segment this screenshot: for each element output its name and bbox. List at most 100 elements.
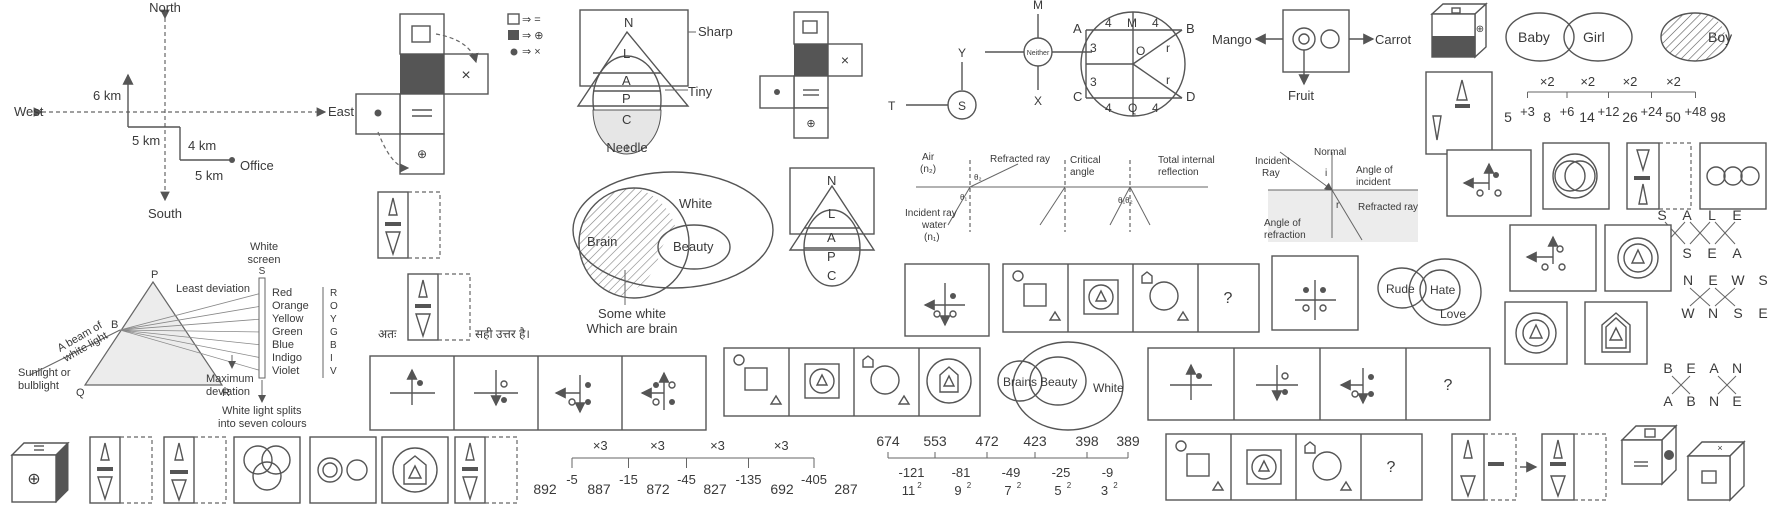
air-label: (n₂) [920,164,936,175]
arrow-sequence-row-2 [369,355,707,431]
venn-baby-girl-boy: Baby Girl Boy [1505,12,1732,62]
bean-word-cross: B E A NA B N E [1663,360,1742,409]
incident-label: Incident ray [905,208,957,219]
tiny-label: Tiny [688,84,713,99]
series-square: 3 [1101,483,1108,498]
angle-label: incident [1356,177,1391,188]
splits-label: White light splits [222,405,302,417]
series-multiplier: ×3 [774,438,789,453]
word-letter: N [1709,393,1719,409]
boy-label: Boy [1708,29,1732,45]
svg-text:⊕: ⊕ [27,471,40,488]
girl-label: Girl [1583,29,1605,45]
mirror-figure-4 [1626,142,1692,210]
max-deviation-label: deviation [206,386,250,398]
series-term: 872 [646,481,670,497]
venn-brains-beauty-white: Brains Beauty White [997,341,1124,431]
sharp-label: Sharp [698,24,733,39]
series-diff: -5 [566,472,578,487]
exponent: 2 [967,481,972,490]
cube-3d-top: ⊕ [1430,2,1488,59]
south-label: South [148,206,182,221]
grid-label: 4 [1152,101,1159,115]
series-term: 398 [1075,433,1099,449]
legend-text: ⇒ × [522,46,541,58]
question-mark: ? [1444,377,1453,394]
number-series-2: 892 887 872 827 692 287 -5 -15 -45 -135 -405 ×3 ×3 ×3… [533,438,858,497]
series-square: 9 [954,483,961,498]
distance-label: 6 km [93,88,121,103]
set-label: P [622,91,631,106]
screen-label: screen [247,254,280,266]
word-letter: S [1682,245,1691,261]
svg-text:×: × [841,52,849,68]
colour-name: Blue [272,339,294,351]
normal-label: Normal [1314,147,1346,158]
legend-text: ⇒ ⊕ [522,30,544,42]
series-term: 8 [1543,109,1551,125]
tir-label: reflection [1158,167,1199,178]
word-letter: S [1733,305,1742,321]
set-label: C [827,268,836,283]
prism-dispersion-diagram: P Q R B S White screen Least deviation A… [18,241,338,430]
word-letter: B [1663,360,1672,376]
caption: Some white [598,306,666,321]
west-label: West [14,104,44,119]
cube-3d-bottom-left: ⊕ [10,441,70,504]
grid-label: O [1136,44,1145,58]
theta-label: θ₂ [974,173,982,182]
svg-text:×: × [461,67,470,84]
concentric-house-figure [381,436,449,504]
set-label: C [622,112,631,127]
series-term: 14 [1579,109,1595,125]
brain-label: Brain [587,234,617,249]
exponent: 2 [1113,481,1118,490]
series-term: 5 [1504,109,1512,125]
office-point [229,157,235,163]
incident-label: (n₁) [924,232,940,243]
hindi-text: सही उत्तर है। [475,327,530,341]
grid-label: r [1166,73,1170,87]
series-diff: -81 [952,465,971,480]
word-letter: E [1732,207,1741,223]
t-label: T [888,99,896,113]
word-letter: L [1708,207,1716,223]
series-multiplier: ×3 [650,438,665,453]
colour-letter: B [330,340,337,351]
series-term: 887 [587,481,611,497]
venn-sharp-tiny-needle: N L A P C Sharp Tiny Needle [576,9,733,155]
east-label: East [328,104,354,119]
cube-net-1: ⊕ × [355,13,489,175]
word-letter: E [1758,305,1767,321]
colour-letter: V [330,366,337,377]
source-label: bulblight [18,380,59,392]
word-letter: A [1732,245,1742,261]
series-multiplier: ×2 [1666,74,1681,89]
word-letter: E [1732,393,1741,409]
grid-label: 4 [1105,16,1112,30]
splits-label: into seven colours [218,418,307,430]
svg-text:⊕: ⊕ [806,118,815,130]
series-diff: -45 [677,472,696,487]
word-letter: S [1758,272,1767,288]
arrow-sequence-row-3: ? [1147,347,1491,421]
distance-label: 4 km [188,138,216,153]
series-term: 98 [1710,109,1726,125]
corner-label: C [1073,89,1082,104]
colour-list: Red R Orange O Yellow Y Green G Blue B Indigo I Viol… [272,287,338,377]
series-diff: -15 [619,472,638,487]
series-term: 50 [1665,109,1681,125]
critical-label: angle [1070,167,1095,178]
y-label: Y [958,46,966,60]
angle-label: Angle of [1356,165,1393,176]
arrow-sequence-row-1 [904,263,990,337]
question-mark: ? [1224,290,1233,307]
cube-net-2: × ⊕ [759,11,863,139]
vertex-label: P [151,269,158,281]
corner-label: A [1073,21,1082,36]
colour-name: Indigo [272,352,302,364]
colour-name: Green [272,326,303,338]
series-diff: +3 [1520,104,1535,119]
